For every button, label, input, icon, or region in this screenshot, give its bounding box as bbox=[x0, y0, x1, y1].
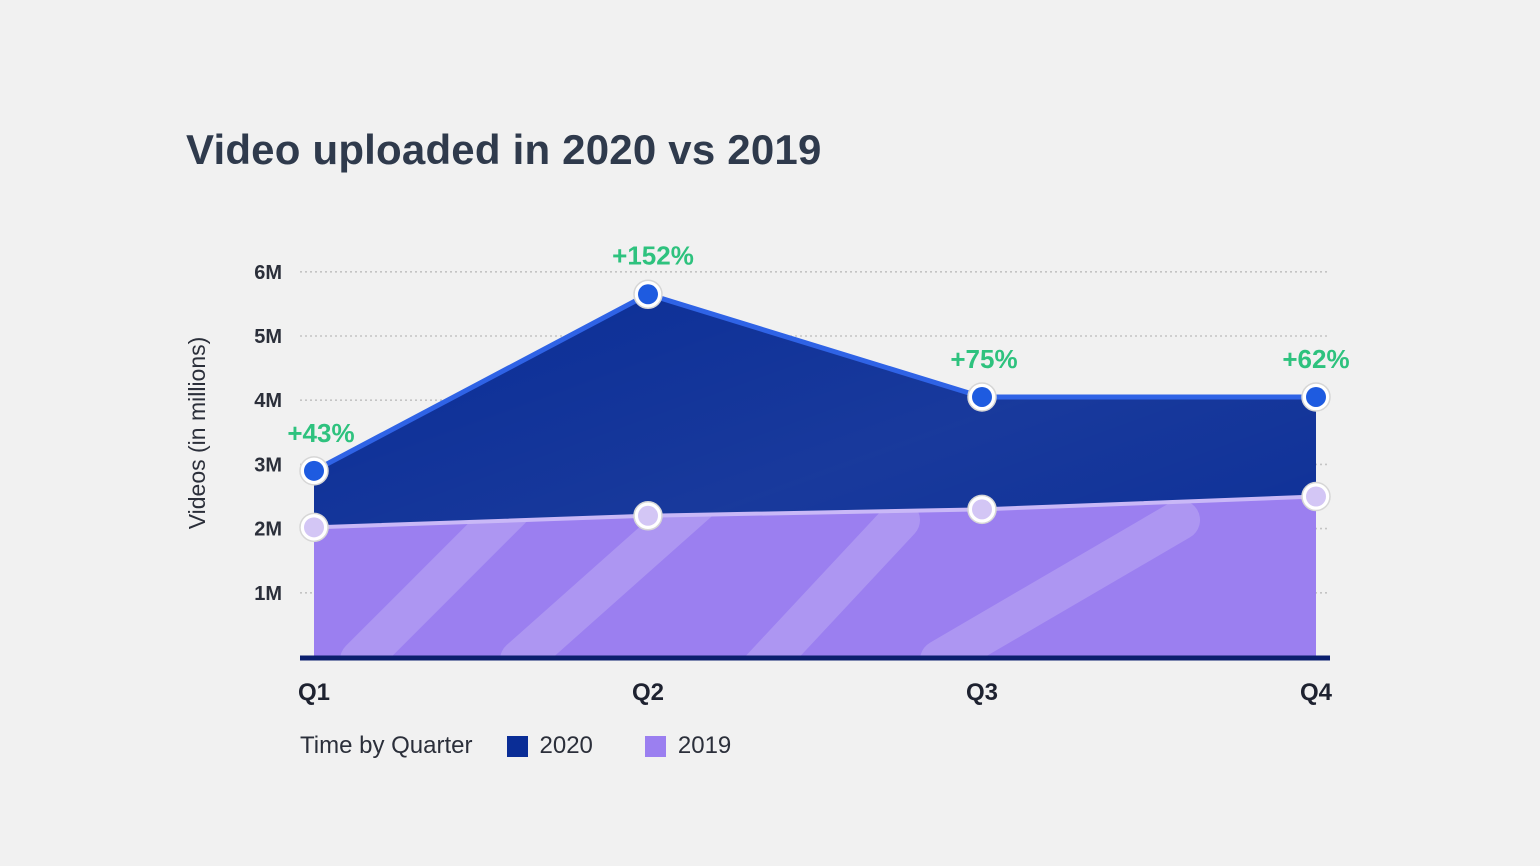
marker-2020-q1 bbox=[304, 460, 324, 481]
texture-streak-2 bbox=[740, 500, 920, 657]
marker-2020-q2 bbox=[638, 284, 658, 305]
data-labels: +43% +152% +75% +62% bbox=[287, 240, 1349, 448]
x-tick-label-q3: Q3 bbox=[966, 679, 998, 706]
area-2019-texture bbox=[340, 496, 1200, 657]
marker-2020-q4 bbox=[1306, 386, 1326, 407]
growth-label-q1: +43% bbox=[287, 418, 354, 448]
texture-streak-3 bbox=[920, 500, 1200, 657]
legend: Time by Quarter 2020 2019 bbox=[300, 732, 783, 760]
legend-swatch-2020 bbox=[506, 735, 528, 757]
y-tick-label: 3M bbox=[254, 454, 282, 476]
y-tick-label: 1M bbox=[254, 583, 282, 605]
legend-label-2020: 2020 bbox=[539, 732, 593, 759]
legend-label-2019: 2019 bbox=[677, 732, 732, 759]
x-tick-label-q2: Q2 bbox=[632, 679, 664, 706]
series-areas bbox=[312, 291, 1317, 657]
marker-2020-q3 bbox=[972, 386, 992, 407]
marker-2019-q2 bbox=[638, 505, 658, 526]
axes: 1M 2M 3M 4M 5M 6M Videos (in millions) Q1 Q2 Q3 Q4 bbox=[184, 262, 1333, 706]
marker-2019-q4 bbox=[1306, 486, 1326, 507]
y-axis-label: Videos (in millions) bbox=[184, 337, 210, 530]
marker-2019-q3 bbox=[972, 499, 992, 520]
texture-streak-1 bbox=[500, 496, 720, 657]
legend-item-2019: 2019 bbox=[644, 732, 732, 760]
x-tick-label-q4: Q4 bbox=[1300, 679, 1333, 706]
growth-label-q2: +152% bbox=[612, 240, 694, 270]
line-2020 bbox=[312, 291, 1316, 474]
area-2019 bbox=[314, 496, 1316, 657]
y-tick-label: 5M bbox=[254, 326, 282, 348]
x-tick-label-q1: Q1 bbox=[298, 679, 330, 706]
growth-label-q4: +62% bbox=[1282, 344, 1349, 374]
legend-item-2020: 2020 bbox=[506, 732, 593, 760]
legend-swatch-2019 bbox=[644, 735, 666, 757]
y-tick-label: 2M bbox=[254, 519, 282, 541]
marker-2019-q1 bbox=[304, 517, 324, 538]
chart-title: Video uploaded in 2020 vs 2019 bbox=[186, 126, 822, 173]
line-2019 bbox=[313, 494, 1317, 530]
x-axis-label: Time by Quarter bbox=[300, 732, 473, 759]
texture-streak-0 bbox=[340, 496, 540, 657]
y-tick-label: 4M bbox=[254, 390, 282, 412]
y-tick-label: 6M bbox=[254, 262, 282, 284]
growth-label-q3: +75% bbox=[950, 344, 1017, 374]
data-points bbox=[299, 279, 1331, 543]
